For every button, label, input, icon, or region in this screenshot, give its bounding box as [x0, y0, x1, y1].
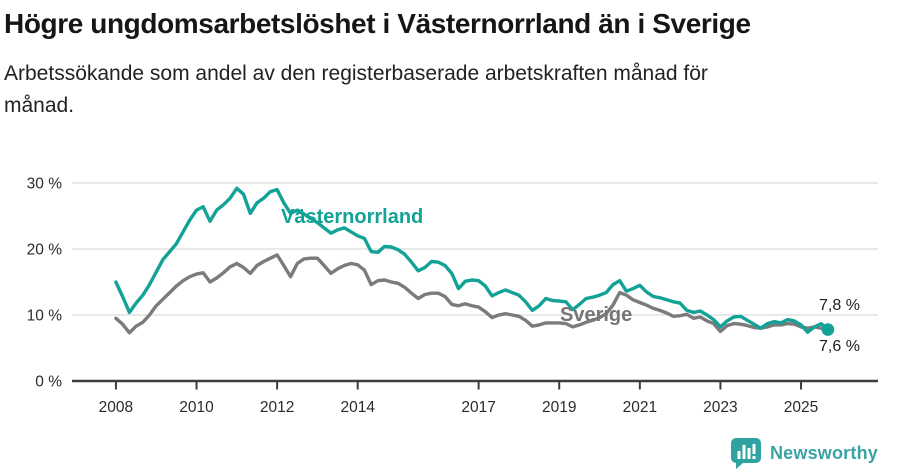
x-tick-label: 2025 — [784, 399, 818, 416]
series-end-dot — [821, 323, 835, 336]
x-tick-label: 2023 — [703, 399, 737, 416]
y-tick-label: 30 % — [27, 176, 63, 193]
x-tick-label: 2019 — [542, 399, 576, 416]
logo-bar-2 — [742, 445, 746, 459]
series-line-sverige — [114, 253, 830, 335]
x-tick-label: 2017 — [461, 399, 495, 416]
series-label-vasternorrland: Västernorrland — [281, 206, 424, 228]
logo-bar-3 — [747, 448, 751, 459]
series-line-vsternorrland — [114, 186, 830, 334]
y-tick-label: 0 % — [35, 374, 62, 391]
chart-subtitle: Arbetssökande som andel av den registerb… — [4, 62, 708, 117]
x-tick-label: 2012 — [260, 399, 294, 416]
logo-bar-1 — [737, 451, 741, 459]
newsworthy-logo-icon — [730, 438, 761, 469]
logo-exclamation-bar — [752, 444, 756, 454]
x-tick-label: 2008 — [99, 399, 133, 416]
x-tick-label: 2021 — [623, 399, 657, 416]
logo-exclamation-dot — [752, 456, 756, 459]
newsworthy-logo-text: Newsworthy — [769, 443, 878, 463]
series-label-sverige: Sverige — [560, 304, 633, 326]
end-value-label-sverige: 7,6 % — [819, 338, 860, 355]
x-tick-label: 2014 — [340, 399, 375, 416]
x-tick-label: 2010 — [179, 399, 214, 416]
y-tick-label: 10 % — [27, 308, 63, 325]
page-title: Högre ungdomsarbetslöshet i Västernorrla… — [4, 8, 751, 39]
y-tick-label: 20 % — [27, 242, 63, 259]
end-value-label-vasternorrland: 7,8 % — [819, 297, 860, 314]
newsworthy-logo[interactable]: Newsworthy — [730, 437, 878, 470]
chart-header: Högre ungdomsarbetslöshet i Västernorrla… — [4, 0, 769, 121]
